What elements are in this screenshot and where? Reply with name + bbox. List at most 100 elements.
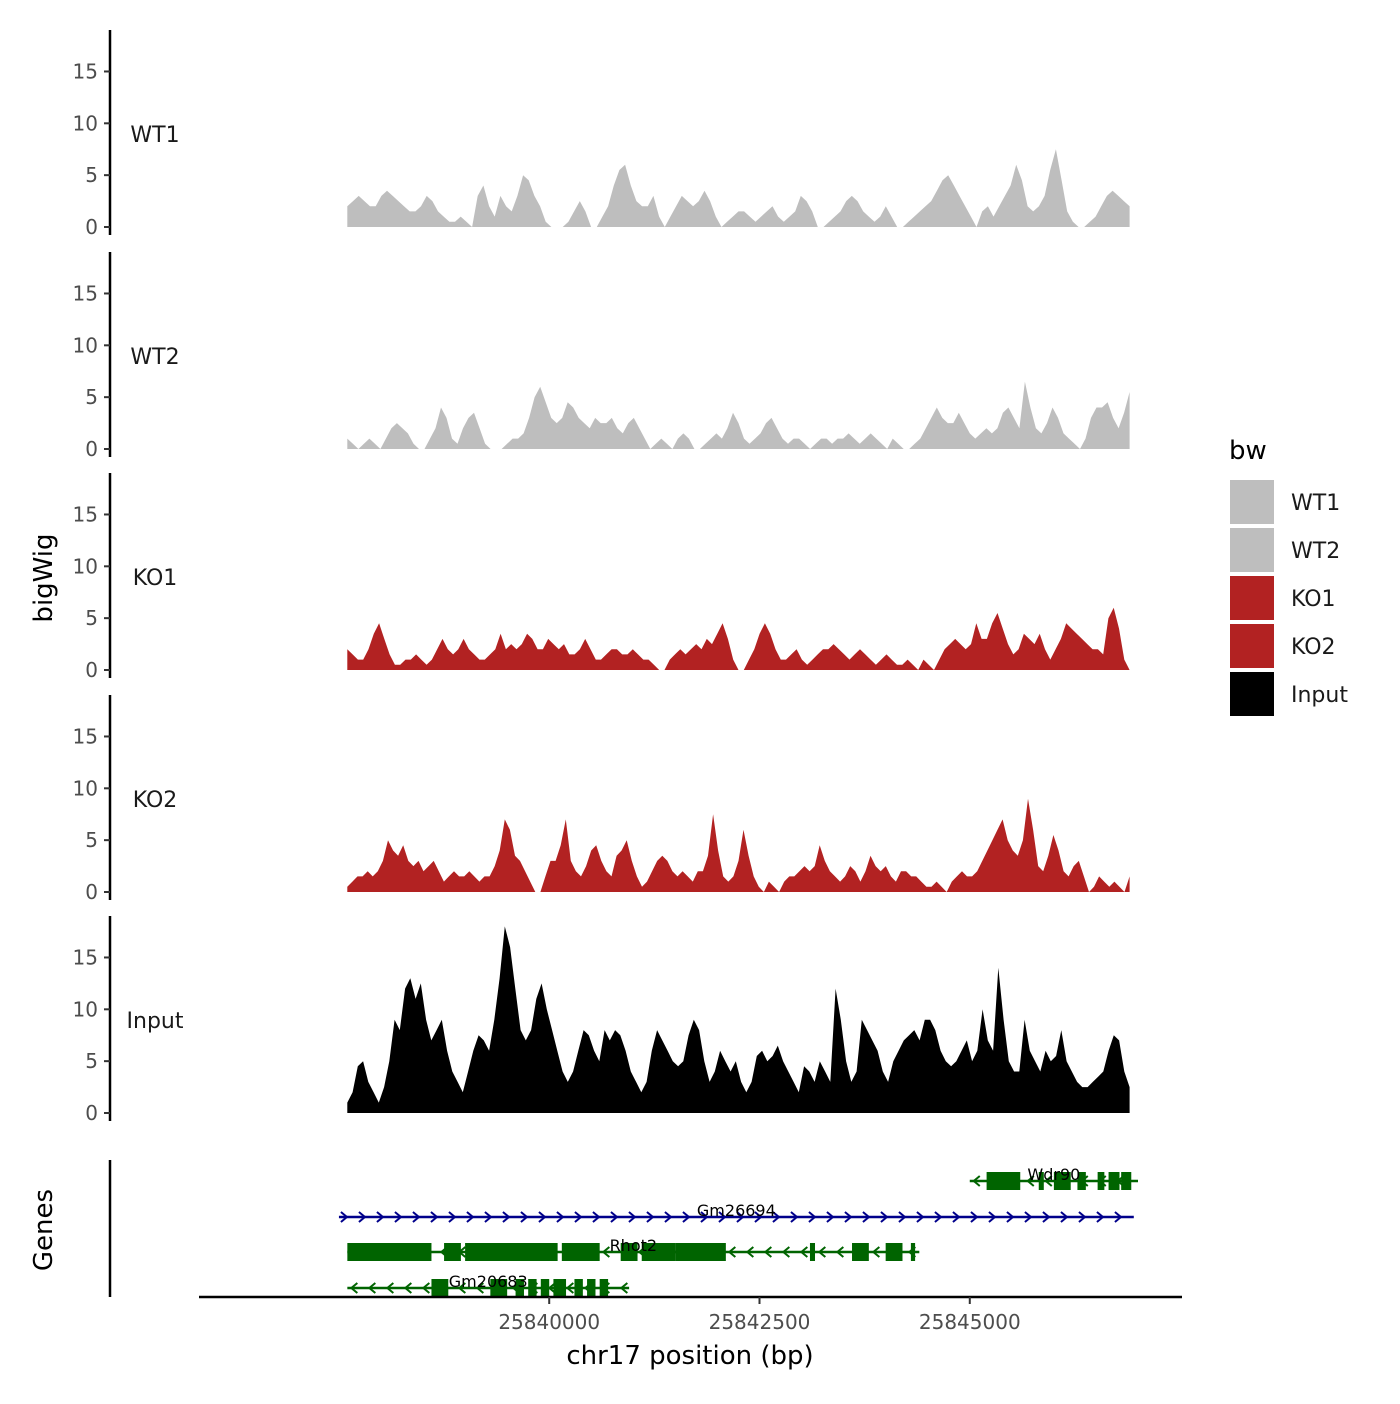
strand-chevron — [349, 1282, 358, 1294]
strand-chevron — [556, 1211, 565, 1223]
strand-chevron — [484, 1211, 493, 1223]
y-tick-label: 0 — [85, 215, 98, 239]
gene-label-wdr90: Wdr90 — [1027, 1165, 1080, 1184]
exon-block — [490, 1279, 508, 1297]
strand-chevron — [745, 1246, 754, 1258]
exon-block — [347, 1243, 432, 1261]
strand-chevron — [763, 1246, 772, 1258]
track-ko2: 0 5 10 15 KO2 — [73, 695, 1130, 904]
strand-chevron — [430, 1211, 439, 1223]
strand-chevron — [862, 1211, 871, 1223]
tracks-layer: 0 5 10 15 WT1 0 5 10 15 WT2 0 5 10 15 KO1 0 5 10 15 KO2 0 5 10… — [73, 30, 1130, 1125]
exon-block — [910, 1243, 916, 1261]
y-tick-label: 10 — [73, 997, 98, 1021]
y-tick-label: 0 — [85, 1101, 98, 1125]
y-tick-label: 15 — [73, 59, 98, 83]
exon-block — [431, 1279, 449, 1297]
strand-chevron — [358, 1211, 367, 1223]
strand-chevron — [1044, 1175, 1053, 1187]
gene-gm20683: Gm20683 — [347, 1272, 630, 1297]
strand-chevron — [808, 1211, 817, 1223]
strand-chevron — [1006, 1211, 1015, 1223]
exon-block — [1097, 1172, 1105, 1190]
strand-chevron — [898, 1211, 907, 1223]
strand-chevron — [619, 1282, 628, 1294]
exon-block — [1053, 1172, 1071, 1190]
exon-block — [528, 1279, 537, 1297]
strand-chevron — [972, 1175, 981, 1187]
strand-chevron — [475, 1282, 484, 1294]
legend-swatch-ko2 — [1230, 624, 1274, 668]
strand-chevron — [646, 1211, 655, 1223]
y-tick-label: 5 — [85, 1049, 98, 1073]
y-tick-label: 15 — [73, 724, 98, 748]
exon-block — [515, 1279, 524, 1297]
x-tick-label: 25842500 — [709, 1310, 811, 1334]
exon-block — [599, 1279, 609, 1297]
y-tick-label: 5 — [85, 828, 98, 852]
coverage-area-ko1 — [347, 607, 1130, 670]
strand-chevron — [826, 1211, 835, 1223]
x-tick-label: 25840000 — [498, 1310, 600, 1334]
exon-block — [561, 1243, 600, 1261]
y-tick-label: 10 — [73, 111, 98, 135]
strand-chevron — [1026, 1175, 1035, 1187]
track-label-input: Input — [127, 1009, 184, 1034]
exon-block — [809, 1243, 816, 1261]
y-tick-label: 15 — [73, 281, 98, 305]
strand-chevron — [736, 1211, 745, 1223]
gene-rhot2: Rhot2 — [347, 1236, 920, 1261]
strand-chevron — [871, 1246, 880, 1258]
coverage-area-wt1 — [347, 149, 1130, 227]
x-axis-title: chr17 position (bp) — [566, 1341, 813, 1371]
legend-swatch-input — [1230, 672, 1274, 716]
track-ko1: 0 5 10 15 KO1 — [73, 473, 1130, 682]
exon-block — [540, 1279, 550, 1297]
strand-chevron — [1078, 1211, 1087, 1223]
gene-label-gm26694: Gm26694 — [697, 1201, 776, 1220]
exon-block — [675, 1243, 726, 1261]
exon-block — [885, 1243, 903, 1261]
legend-swatch-wt2 — [1230, 528, 1274, 572]
exon-block — [465, 1243, 558, 1261]
exon-block — [1121, 1172, 1132, 1190]
legend-label-input: Input — [1291, 683, 1348, 708]
strand-chevron — [781, 1246, 790, 1258]
y-tick-label: 5 — [85, 163, 98, 187]
strand-chevron — [844, 1211, 853, 1223]
gene-gm26694: Gm26694 — [338, 1201, 1134, 1223]
coverage-area-input — [347, 926, 1130, 1113]
genes-axis-title: Genes — [29, 1189, 59, 1271]
strand-chevron — [601, 1246, 610, 1258]
legend: bw WT1 WT2 KO1 KO2 Input — [1229, 436, 1348, 716]
strand-chevron — [538, 1211, 547, 1223]
legend-label-ko2: KO2 — [1291, 635, 1336, 660]
coverage-area-wt2 — [347, 381, 1130, 449]
legend-label-ko1: KO1 — [1291, 587, 1336, 612]
legend-title: bw — [1229, 436, 1267, 466]
strand-chevron — [727, 1246, 736, 1258]
x-axis: 25840000 25842500 25845000 — [199, 1295, 1182, 1334]
strand-chevron — [682, 1211, 691, 1223]
exon-block — [553, 1279, 567, 1297]
strand-chevron — [376, 1211, 385, 1223]
strand-chevron — [1042, 1211, 1051, 1223]
gene-label-rhot2: Rhot2 — [610, 1236, 658, 1255]
exon-block — [1077, 1172, 1086, 1190]
strand-chevron — [799, 1246, 808, 1258]
strand-chevron — [880, 1211, 889, 1223]
y-tick-label: 0 — [85, 658, 98, 682]
strand-chevron — [457, 1282, 466, 1294]
strand-chevron — [1024, 1211, 1033, 1223]
strand-chevron — [628, 1211, 637, 1223]
strand-chevron — [1114, 1211, 1123, 1223]
track-label-wt2: WT2 — [130, 345, 179, 370]
track-wt2: 0 5 10 15 WT2 — [73, 252, 1130, 461]
track-input: 0 5 10 15 Input — [73, 916, 1130, 1125]
strand-chevron — [592, 1211, 601, 1223]
y-tick-label: 0 — [85, 880, 98, 904]
strand-chevron — [952, 1211, 961, 1223]
track-label-wt1: WT1 — [130, 123, 179, 148]
